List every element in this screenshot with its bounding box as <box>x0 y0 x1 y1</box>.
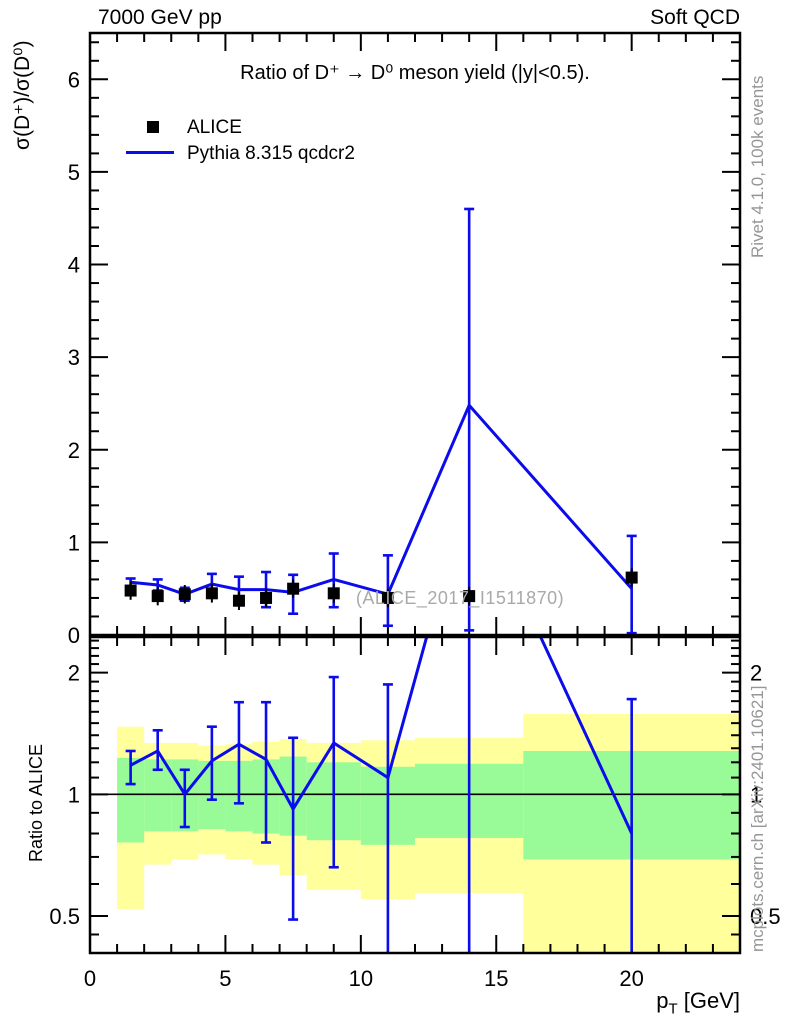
alice-data-point <box>463 590 476 603</box>
beam-energy-label: 7000 GeV pp <box>98 6 222 29</box>
tick-label: 2 <box>68 661 80 686</box>
tick-label: 0 <box>68 623 80 648</box>
alice-data-point <box>287 582 300 595</box>
ratio-panel-series <box>125 637 637 953</box>
y-axis-label-top: σ(D⁺)/σ(D⁰) <box>11 40 34 150</box>
ratio-line <box>129 637 634 835</box>
x-axis-label-sub: T <box>668 1000 678 1018</box>
alice-marker-icon <box>147 121 159 133</box>
alice-data-point <box>327 587 340 600</box>
y-axis-label-ratio: Ratio to ALICE <box>26 743 46 862</box>
tick-label: 1 <box>68 530 80 555</box>
tick-label: 4 <box>68 253 80 278</box>
pythia-line-icon <box>126 151 174 154</box>
rivet-version-note: Rivet 4.1.0, 100k events <box>748 75 767 258</box>
legend-entry-pythia: Pythia 8.315 qcdcr2 <box>187 143 355 164</box>
pythia-line <box>130 402 633 597</box>
alice-data-point <box>625 571 638 584</box>
x-axis-label-unit: [GeV] <box>677 988 740 1013</box>
band-green <box>144 759 172 832</box>
alice-data-point <box>151 590 164 603</box>
top-panel-frame <box>88 31 742 637</box>
tick-label: 1 <box>750 782 762 807</box>
tick-label: 5 <box>219 966 231 991</box>
tick-label: 20 <box>619 966 643 991</box>
alice-data-point <box>232 594 245 607</box>
tick-label: 0 <box>84 966 96 991</box>
tick-label: 0.5 <box>750 904 781 929</box>
tick-label: 10 <box>349 966 373 991</box>
alice-data-point <box>381 591 394 604</box>
top-panel-series <box>124 207 638 635</box>
uncertainty-bands <box>117 714 740 953</box>
tick-label: 3 <box>68 345 80 370</box>
tick-label: 1 <box>68 782 80 807</box>
alice-data-point <box>124 584 137 597</box>
tick-label: 0.5 <box>49 904 80 929</box>
process-group-label: Soft QCD <box>650 6 740 29</box>
ratio-panel-frame <box>88 635 742 955</box>
x-axis-label: pT [GeV] <box>440 988 740 1017</box>
alice-data-point <box>260 591 273 604</box>
tick-label: 2 <box>750 661 762 686</box>
legend-entry-alice: ALICE <box>187 117 242 138</box>
alice-data-point <box>205 587 218 600</box>
alice-data-point <box>178 588 191 601</box>
mcplots-arxiv-note: mcplots.cern.ch [arXiv:2401.10621] <box>748 685 767 952</box>
tick-label: 15 <box>484 966 508 991</box>
tick-label: 2 <box>68 438 80 463</box>
tick-label: 5 <box>68 160 80 185</box>
axis-ticks <box>89 33 741 953</box>
tick-label: 6 <box>68 67 80 92</box>
x-axis-label-main: p <box>656 988 669 1013</box>
analysis-watermark: (ALICE_2017_I1511870) <box>355 588 565 608</box>
plot-title: Ratio of D⁺ → D⁰ meson yield (|y|<0.5). <box>240 62 590 84</box>
